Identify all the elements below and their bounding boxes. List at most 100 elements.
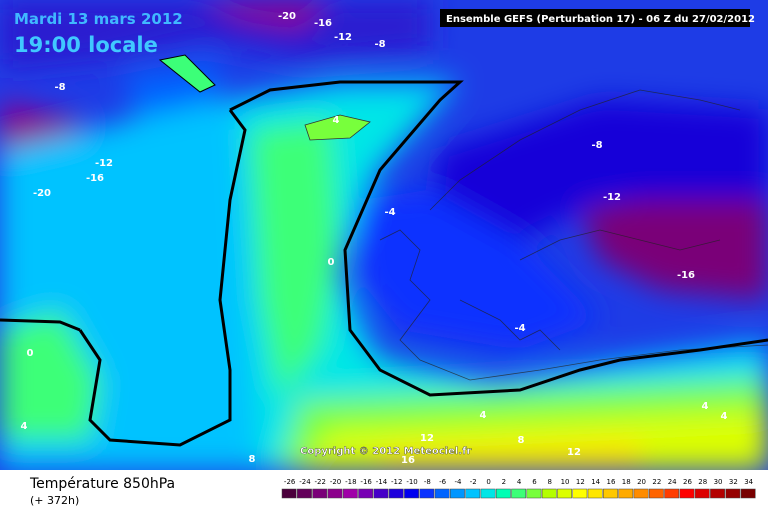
scale-label: 2 — [502, 478, 506, 486]
scale-label: 14 — [591, 478, 600, 486]
scale-label: -2 — [470, 478, 477, 486]
scale-label: 32 — [729, 478, 738, 486]
scale-swatch — [465, 488, 481, 499]
footer-title: Température 850hPa — [29, 476, 175, 492]
scale-label: 0 — [486, 478, 490, 486]
contour-label: 12 — [567, 447, 581, 458]
scale-label: -24 — [299, 478, 311, 486]
contour-label: -12 — [95, 158, 113, 169]
scale-swatch — [557, 488, 572, 499]
contour-label: -12 — [603, 192, 621, 203]
scale-label: 28 — [698, 478, 707, 486]
model: Ensemble GEFS (Perturbation 17) - 06 Z d… — [446, 14, 755, 25]
scale-label: -10 — [406, 478, 417, 486]
scale-label: -8 — [424, 478, 431, 486]
contour-label: 12 — [420, 433, 434, 444]
scale-swatch — [511, 488, 527, 499]
scale-label: -4 — [454, 478, 462, 486]
scale-label: -26 — [284, 478, 296, 486]
scale-swatch — [710, 488, 725, 499]
scale-swatch — [725, 488, 741, 499]
contour-label: -4 — [514, 323, 525, 334]
contour-labels: -20-16-12-8-84-12-16-20-8-12-40-16-40444… — [21, 11, 728, 466]
scale-swatch — [480, 488, 496, 499]
contour-label: 4 — [721, 411, 728, 422]
scale-swatch — [679, 488, 695, 499]
scale-swatch — [450, 488, 465, 499]
scale-swatch — [618, 488, 634, 499]
coastlines — [379, 89, 768, 381]
contour-label: 4 — [702, 401, 709, 412]
contour-label: -12 — [334, 32, 352, 43]
scale-swatch — [312, 488, 328, 499]
scale-label: 16 — [606, 478, 615, 486]
scale-label: -6 — [439, 478, 447, 486]
scale-label: 6 — [532, 478, 537, 486]
scale-label: 24 — [668, 478, 677, 486]
contour-label: 4 — [333, 115, 340, 126]
scale-label: -12 — [391, 478, 402, 486]
scale-swatch — [495, 488, 511, 499]
contour-label: 8 — [518, 435, 525, 446]
contour-label: -16 — [86, 173, 104, 184]
model-box — [440, 9, 750, 27]
scale-label: -14 — [376, 478, 388, 486]
scale-label: 18 — [622, 478, 631, 486]
contour-label: -20 — [278, 11, 296, 22]
zero-contour — [78, 80, 768, 447]
scale-label: -18 — [345, 478, 356, 486]
contour-label: 0 — [27, 348, 34, 359]
color-scale: -26 -24 -22 -20 -18 -16 -14 -12 -10 -8 -6 -4 -2 0 2 4 6 8… — [281, 478, 756, 499]
contour-label: -8 — [54, 82, 65, 93]
scale-swatch — [327, 488, 343, 499]
scale-swatch — [648, 488, 664, 499]
scale-swatch — [526, 488, 542, 499]
footer-lead: (+ 372h) — [30, 494, 79, 507]
scale-label: 22 — [652, 478, 661, 486]
scale-label: 26 — [683, 478, 692, 486]
zero-contour-west — [0, 318, 81, 332]
scale-swatch — [281, 488, 297, 499]
scale-label: -20 — [330, 478, 341, 486]
scale-swatch — [297, 488, 312, 499]
scale-swatch — [740, 488, 756, 499]
contour-label: -20 — [33, 188, 51, 199]
scale-swatch — [587, 488, 603, 499]
scale-label: 30 — [714, 478, 723, 486]
contour-label: 16 — [401, 455, 415, 466]
contour-label: -16 — [314, 18, 332, 29]
scale-swatch — [404, 488, 419, 499]
scale-swatch — [342, 488, 358, 499]
contour-label: 0 — [328, 257, 335, 268]
contour-label: -8 — [374, 39, 385, 50]
scale-swatch — [388, 488, 404, 499]
copyright: Copyright © 2012 Meteociel.fr — [300, 446, 471, 457]
scale-label: -22 — [315, 478, 326, 486]
scale-swatch — [541, 488, 557, 499]
contour-label: -16 — [677, 270, 695, 281]
scale-swatch — [358, 488, 374, 499]
scale-label: 12 — [576, 478, 585, 486]
scale-swatch — [419, 488, 435, 499]
scale-swatch — [373, 488, 389, 499]
scale-label: 4 — [517, 478, 522, 486]
scale-swatch — [694, 488, 710, 499]
scale-label: 8 — [548, 478, 552, 486]
temperature-field — [0, 0, 768, 470]
date: Mardi 13 mars 2012 — [14, 10, 183, 28]
contour-label: 4 — [480, 410, 487, 421]
scale-label: 20 — [637, 478, 646, 486]
time: 19:00 locale — [14, 33, 158, 57]
contour-label: 8 — [249, 454, 256, 465]
scale-swatch — [603, 488, 618, 499]
scale-swatch — [633, 488, 649, 499]
contour-label: 4 — [21, 421, 28, 432]
scale-label: 10 — [561, 478, 570, 486]
scale-swatch — [434, 488, 450, 499]
scale-label: 34 — [744, 478, 753, 486]
scale-label: -16 — [360, 478, 372, 486]
contour-label: -4 — [384, 207, 395, 218]
scale-swatch — [572, 488, 588, 499]
